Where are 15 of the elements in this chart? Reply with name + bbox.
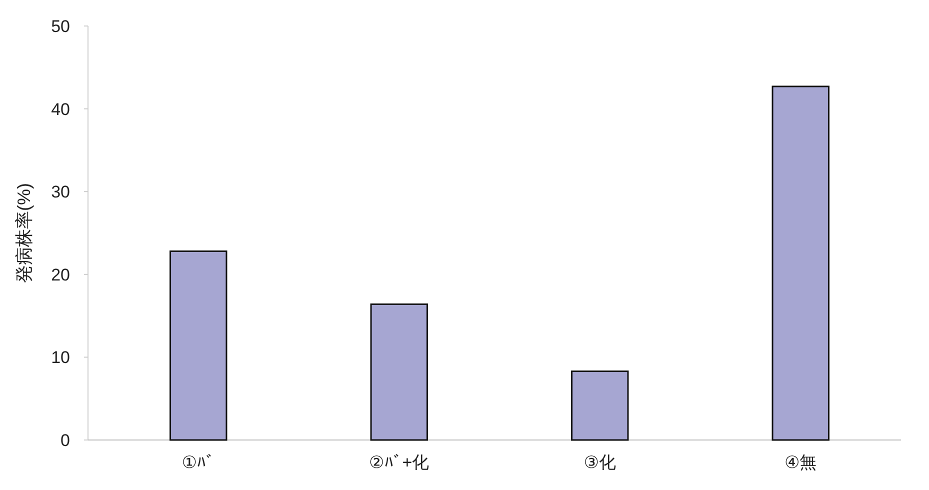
y-tick-label: 30	[51, 182, 70, 202]
bar	[772, 86, 830, 441]
x-tick-label: ①ﾊﾞ	[182, 453, 215, 472]
bar	[370, 303, 428, 441]
x-tick-label: ③化	[584, 453, 616, 472]
y-tick-label: 0	[60, 430, 70, 450]
x-tick-label: ④無	[784, 453, 817, 472]
y-tick-label: 20	[51, 265, 70, 284]
bar	[571, 370, 629, 441]
bar	[170, 250, 228, 441]
y-tick-label: 10	[51, 348, 70, 368]
y-tick-label: 50	[51, 16, 70, 36]
x-tick-label: ②ﾊﾞ+化	[369, 453, 430, 472]
y-axis-title: 発病株率(%)	[14, 183, 34, 283]
y-tick-label: 40	[51, 100, 70, 119]
